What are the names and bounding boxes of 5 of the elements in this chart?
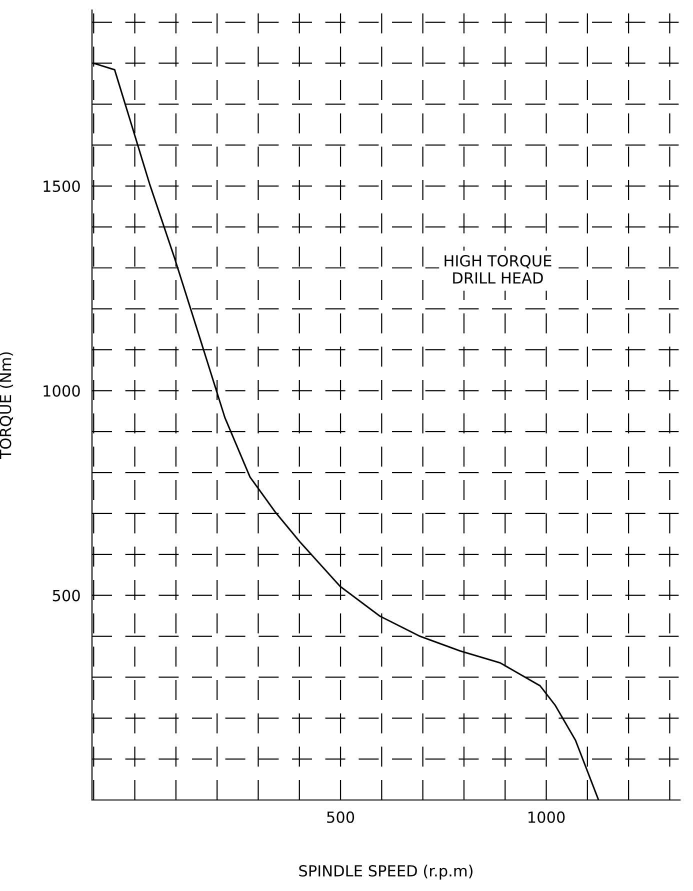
x-axis-title: SPINDLE SPEED (r.p.m)	[299, 864, 472, 880]
y-tick-label: 1500	[44, 180, 80, 192]
y-tick-label: 500	[52, 590, 80, 602]
annotation: HIGH TORQUE DRILL HEAD	[444, 255, 552, 284]
y-tick-label: 1000	[44, 385, 80, 397]
